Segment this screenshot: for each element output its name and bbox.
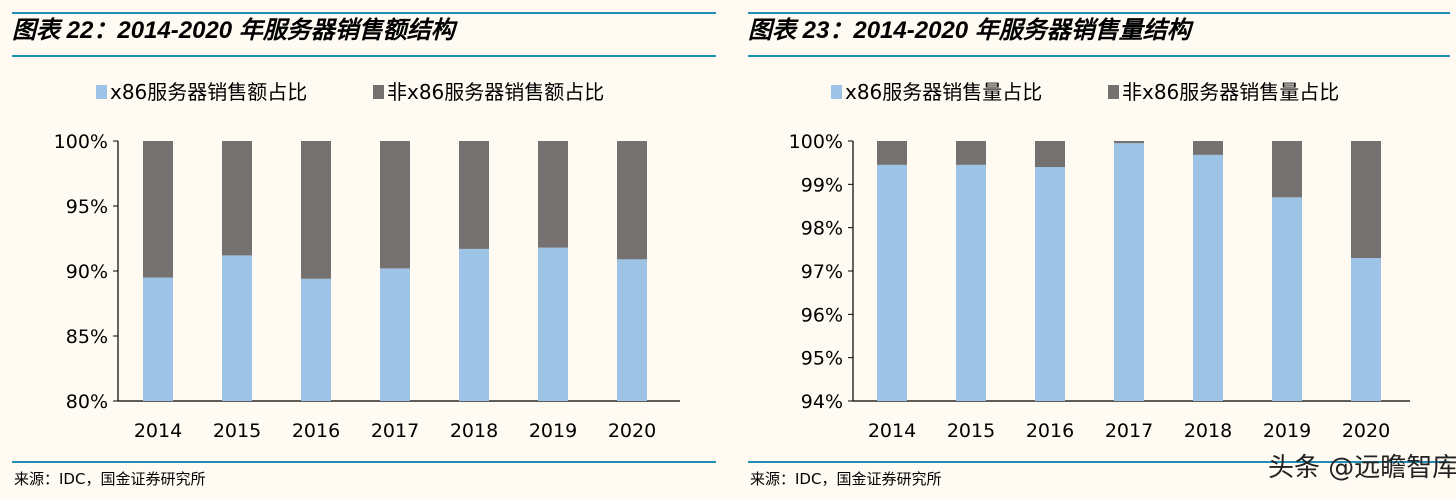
y-tick-label: 90% [66, 261, 108, 283]
y-tick-label: 95% [66, 196, 108, 218]
y-tick-label: 94% [801, 391, 843, 413]
bar-x86-2020 [1351, 258, 1381, 401]
x-tick-label: 2015 [213, 420, 261, 442]
bar-non-x86-2016 [1035, 141, 1065, 167]
chart-panel-sales-value: 图表 22：2014-2020 年服务器销售额结构 x86服务器销售额占比 非x… [12, 12, 716, 488]
legend-label-non-x86: 非x86服务器销售量占比 [1122, 80, 1339, 104]
bar-x86-2020 [617, 259, 647, 401]
x-tick-label: 2019 [529, 420, 577, 442]
x-tick-label: 2014 [134, 420, 182, 442]
watermark: 头条 @远瞻智库 [1268, 453, 1456, 483]
x-tick-label: 2017 [371, 420, 419, 442]
y-tick-label: 95% [801, 348, 843, 370]
legend-label-x86: x86服务器销售额占比 [110, 80, 307, 104]
legend-swatch-x86 [96, 85, 107, 99]
chart-panel-sales-volume: 图表 23：2014-2020 年服务器销售量结构 x86服务器销售量占比 非x… [748, 12, 1450, 488]
y-tick-label: 85% [66, 326, 108, 348]
bar-x86-2019 [538, 247, 568, 401]
legend-swatch-non-x86 [1108, 85, 1119, 99]
bar-non-x86-2019 [538, 141, 568, 248]
bar-non-x86-2020 [617, 141, 647, 260]
bar-x86-2016 [301, 278, 331, 401]
bar-non-x86-2017 [380, 141, 410, 269]
bar-non-x86-2014 [877, 141, 907, 165]
x-tick-label: 2020 [1342, 420, 1390, 442]
legend-swatch-non-x86 [373, 85, 384, 99]
bar-x86-2015 [222, 255, 252, 401]
x-tick-label: 2016 [1026, 420, 1074, 442]
y-tick-label: 98% [801, 218, 843, 240]
y-tick-label: 100% [789, 131, 843, 153]
bar-x86-2017 [380, 268, 410, 401]
bar-non-x86-2020 [1351, 141, 1381, 258]
x-tick-label: 2014 [868, 420, 916, 442]
x-tick-label: 2019 [1263, 420, 1311, 442]
bar-non-x86-2019 [1272, 141, 1302, 198]
bar-x86-2016 [1035, 167, 1065, 401]
bar-x86-2015 [956, 164, 986, 401]
x-tick-label: 2015 [947, 420, 995, 442]
legend-label-non-x86: 非x86服务器销售额占比 [387, 80, 604, 104]
x-tick-label: 2018 [450, 420, 498, 442]
y-tick-label: 96% [801, 304, 843, 326]
legend-label-x86: x86服务器销售量占比 [845, 80, 1042, 104]
bar-non-x86-2014 [143, 141, 173, 278]
bar-x86-2014 [143, 277, 173, 401]
y-tick-label: 99% [801, 174, 843, 196]
bar-non-x86-2018 [459, 141, 489, 249]
y-tick-label: 97% [801, 261, 843, 283]
bar-x86-2018 [1193, 154, 1223, 401]
chart-title: 图表 23：2014-2020 年服务器销售量结构 [748, 17, 1195, 44]
bar-x86-2014 [877, 164, 907, 401]
source-note: 来源：IDC，国金证券研究所 [14, 470, 205, 488]
bar-x86-2019 [1272, 197, 1302, 401]
bar-non-x86-2015 [956, 141, 986, 165]
bar-non-x86-2017 [1114, 141, 1144, 144]
y-tick-label: 100% [54, 131, 108, 153]
bar-non-x86-2018 [1193, 141, 1223, 155]
bar-x86-2018 [459, 248, 489, 401]
bar-non-x86-2016 [301, 141, 331, 279]
bar-non-x86-2015 [222, 141, 252, 256]
chart-title: 图表 22：2014-2020 年服务器销售额结构 [12, 17, 459, 44]
y-tick-label: 80% [66, 391, 108, 413]
legend-swatch-x86 [831, 85, 842, 99]
x-tick-label: 2016 [292, 420, 340, 442]
x-tick-label: 2017 [1105, 420, 1153, 442]
x-tick-label: 2020 [608, 420, 656, 442]
bar-x86-2017 [1114, 143, 1144, 401]
x-tick-label: 2018 [1184, 420, 1232, 442]
source-note: 来源：IDC，国金证券研究所 [750, 470, 941, 488]
